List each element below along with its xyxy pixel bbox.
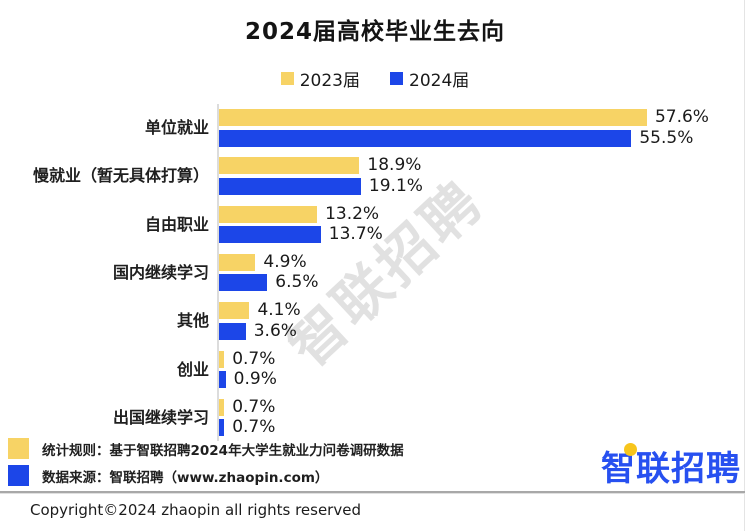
zhaopin-logo-text: 智联招聘 (601, 449, 741, 489)
category-label: 创业 (176, 359, 209, 379)
chart-legend: 2023届 2024届 (0, 66, 750, 91)
page-right-edge (744, 0, 745, 531)
legend-label-2024: 2024届 (409, 71, 470, 91)
value-label: 3.6% (253, 320, 297, 341)
footnote-swatch-yellow (8, 438, 29, 459)
legend-item-2024: 2024届 (390, 66, 469, 91)
value-label: 57.6% (654, 107, 709, 127)
bar-2024届 (219, 371, 226, 388)
category-label: 慢就业（暂无具体打算） (32, 166, 209, 186)
footnote-data-source-text: 数据来源：智联招聘（www.zhaopin.com） (42, 469, 329, 486)
bar-2024届 (219, 226, 321, 244)
page-title: 2024届高校毕业生去向 (244, 19, 505, 45)
value-label: 0.7% (232, 348, 276, 369)
footer-divider (0, 491, 745, 493)
value-label: 4.1% (257, 300, 301, 321)
bar-2023届 (219, 398, 225, 416)
bar-2023届 (219, 302, 250, 320)
legend-label-2023: 2023届 (299, 71, 360, 91)
zhaopin-logo: 智联招聘 (601, 441, 746, 489)
bar-2023届 (219, 253, 256, 271)
category-label: 单位就业 (144, 118, 209, 137)
category-label: 出国继续学习 (112, 407, 209, 427)
category-label: 国内继续学习 (112, 262, 209, 282)
footnote-swatch-blue (8, 465, 29, 486)
bar-2024届 (219, 129, 632, 147)
category-label: 其他 (176, 311, 209, 331)
chart-axis-line (217, 104, 219, 441)
legend-item-2023: 2023届 (280, 66, 360, 91)
legend-swatch-2023 (280, 72, 294, 85)
value-label: 55.5% (639, 127, 694, 148)
value-label: 13.7% (328, 224, 383, 245)
value-label: 0.7% (232, 417, 276, 438)
bar-2023届 (219, 350, 225, 368)
value-label: 6.5% (275, 272, 319, 293)
value-label: 18.9% (367, 155, 422, 176)
copyright-text: Copyright©2024 zhaopin all rights reserv… (30, 501, 361, 519)
footnote-statistics-rule: 统计规则：基于智联招聘2024年大学生就业力问卷调研数据 (8, 438, 404, 459)
bar-chart: 单位就业 57.6% 55.5% 慢就业（暂无具体打算） 18.9% 19.1% 自由职业 1… (32, 104, 709, 441)
zhaopin-logo-dot-icon (624, 443, 637, 456)
bar-2023届 (219, 109, 647, 126)
bar-2023届 (219, 205, 318, 223)
value-label: 4.9% (263, 251, 307, 272)
bar-2024届 (219, 177, 361, 195)
bar-2023届 (219, 157, 360, 175)
footnote-statistics-rule-text: 统计规则：基于智联招聘2024年大学生就业力问卷调研数据 (42, 442, 404, 459)
bar-2024届 (219, 274, 268, 292)
bar-2024届 (219, 322, 246, 340)
value-label: 19.1% (368, 175, 423, 196)
footnotes: 统计规则：基于智联招聘2024年大学生就业力问卷调研数据 数据来源：智联招聘（w… (8, 438, 404, 492)
category-label: 自由职业 (144, 214, 209, 234)
footnote-data-source: 数据来源：智联招聘（www.zhaopin.com） (8, 465, 404, 486)
value-label: 0.7% (232, 396, 276, 417)
value-label: 0.9% (233, 369, 277, 389)
legend-swatch-2024 (390, 72, 403, 85)
bar-2024届 (219, 419, 225, 437)
value-label: 13.2% (325, 203, 380, 224)
